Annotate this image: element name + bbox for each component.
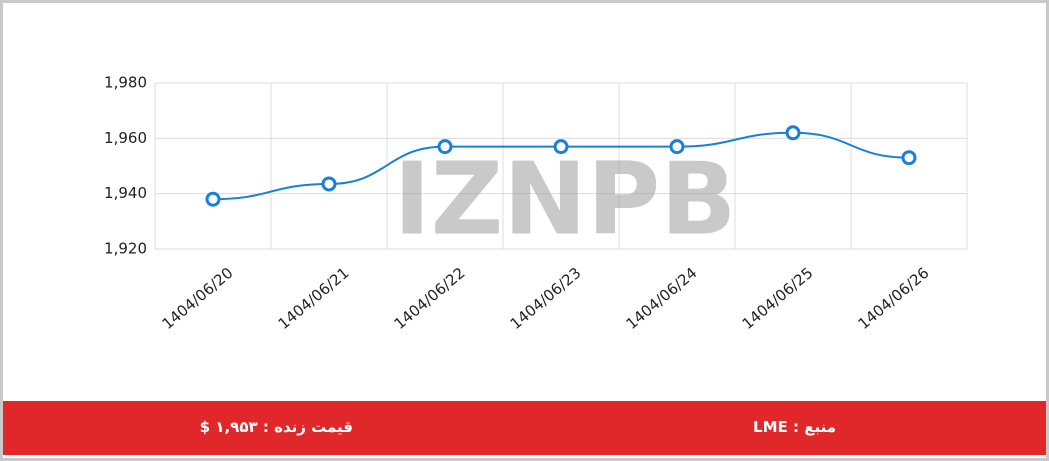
y-tick-label: 1,940: [104, 184, 147, 202]
x-tick-label: 1404/06/26: [855, 264, 933, 333]
x-tick-label: 1404/06/22: [391, 264, 469, 333]
live-price: قیمت زنده : ۱,۹۵۳ $: [199, 418, 353, 436]
marker: [785, 125, 801, 141]
x-tick-label: 1404/06/23: [507, 264, 585, 333]
x-tick-label: 1404/06/24: [623, 264, 701, 333]
y-tick-label: 1,960: [104, 129, 147, 147]
x-tick-label: 1404/06/25: [739, 264, 817, 333]
x-tick-label: 1404/06/20: [159, 264, 237, 333]
watermark: IZNPB: [394, 140, 737, 257]
y-tick-label: 1,980: [104, 74, 147, 92]
marker: [553, 139, 569, 155]
marker: [205, 191, 221, 207]
marker: [437, 139, 453, 155]
marker: [901, 150, 917, 166]
x-tick-label: 1404/06/21: [275, 264, 353, 333]
chart: 1,920 1,940 1,960 1,980 1404/06/20 1404/06/21…: [104, 74, 968, 333]
marker: [669, 139, 685, 155]
footer-bar: قیمت زنده : ۱,۹۵۳ $ منبع : LME: [3, 401, 1046, 455]
source: منبع : LME: [753, 418, 836, 436]
marker: [321, 176, 337, 192]
y-tick-label: 1,920: [104, 240, 147, 258]
